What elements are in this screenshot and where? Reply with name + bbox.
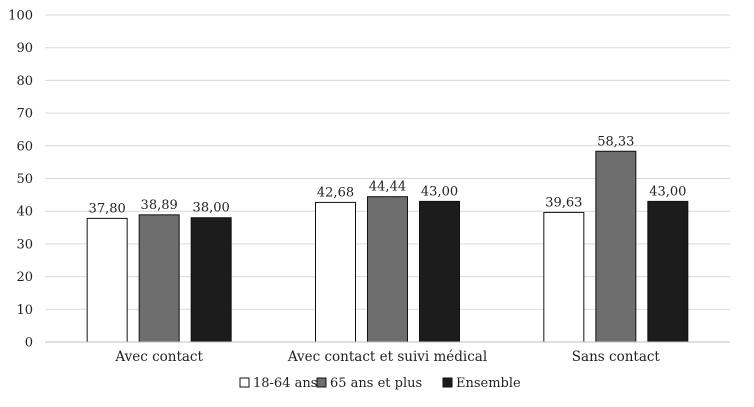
data-label: 38,89 [141, 198, 178, 213]
legend-label: 18-64 ans [253, 376, 317, 391]
legend-swatch [316, 377, 327, 388]
data-label: 37,80 [89, 201, 126, 216]
data-label: 58,33 [597, 134, 634, 149]
y-tick-label: 20 [16, 270, 33, 285]
data-label: 44,44 [369, 180, 406, 195]
data-labels: 37,80 38,89 38,00 42,68 44,44 43,00 39,63 58,33… [89, 134, 687, 216]
y-tick-label: 0 [25, 336, 33, 351]
legend-label: 65 ans et plus [330, 376, 422, 391]
category-label: Sans contact [572, 349, 661, 365]
bar-65-ans-et-plus [595, 150, 637, 343]
y-tick-label: 70 [16, 107, 33, 122]
data-label: 43,00 [421, 184, 458, 199]
bar-ensemble [419, 200, 460, 343]
x-axis: Avec contact Avec contact et suivi médica… [45, 341, 730, 365]
category-label: Avec contact et suivi médical [287, 349, 487, 365]
y-tick-label: 30 [16, 237, 33, 252]
bar-18-64-ans [86, 217, 128, 343]
bar-65-ans-et-plus [138, 214, 180, 343]
legend: 18-64 ans 65 ans et plus Ensemble [239, 376, 521, 391]
bar-ensemble [190, 217, 232, 343]
y-tick-label: 10 [16, 303, 33, 318]
legend-label: Ensemble [456, 376, 521, 391]
data-label: 42,68 [317, 185, 354, 200]
y-axis: 0 10 20 30 40 50 60 70 80 90 100 [8, 9, 33, 351]
category-label: Avec contact [114, 349, 203, 365]
y-tick-label: 100 [8, 9, 33, 24]
bar-18-64-ans [315, 201, 356, 343]
y-tick-label: 80 [16, 74, 33, 89]
y-tick-label: 90 [16, 41, 33, 56]
bar-18-64-ans [543, 211, 585, 343]
bar-ensemble [647, 200, 689, 343]
data-label: 38,00 [193, 201, 230, 216]
data-label: 43,00 [649, 184, 686, 199]
legend-swatch [239, 377, 250, 388]
bar-65-ans-et-plus [367, 196, 408, 343]
y-tick-label: 50 [16, 172, 33, 187]
y-tick-label: 60 [16, 139, 33, 154]
data-label: 39,63 [545, 195, 582, 210]
y-tick-label: 40 [16, 205, 33, 220]
legend-swatch [442, 377, 453, 388]
